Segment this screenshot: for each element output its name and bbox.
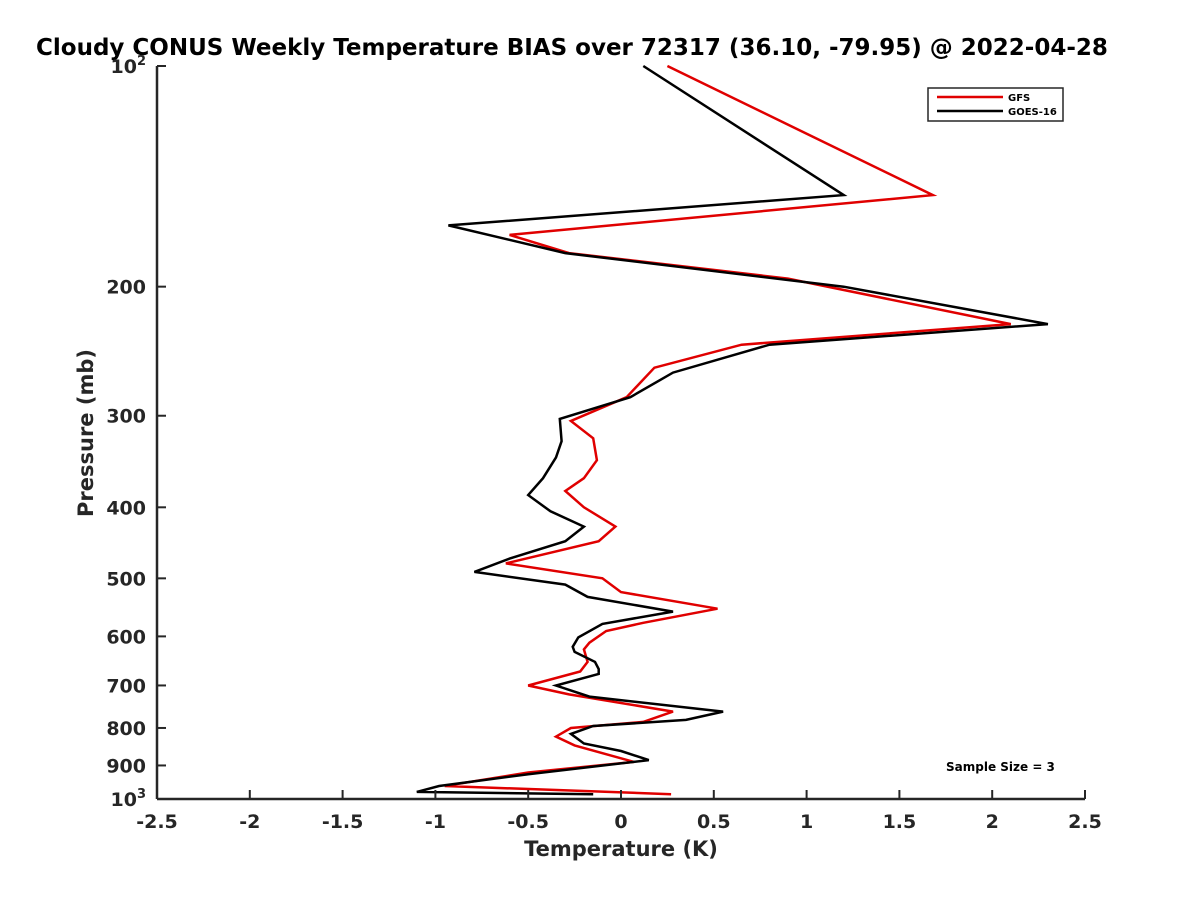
y-tick-label: 102 <box>111 54 147 78</box>
x-axis-label: Temperature (K) <box>524 837 718 861</box>
axes-group <box>155 66 1085 801</box>
series-line-gfs <box>444 64 1012 796</box>
y-tick-label: 103 <box>111 787 147 811</box>
y-axis-label: Pressure (mb) <box>74 349 98 517</box>
y-tick-label: 400 <box>106 497 146 519</box>
x-tick-label: 2.5 <box>1068 811 1102 833</box>
legend-label-gfs: GFS <box>1008 93 1030 104</box>
chart-title: Cloudy CONUS Weekly Temperature BIAS ove… <box>36 35 1108 61</box>
x-tick-label: -1 <box>425 811 446 833</box>
sample-size-annotation: Sample Size = 3 <box>946 760 1055 774</box>
y-tick-label: 900 <box>106 755 146 777</box>
y-tick-label: 300 <box>106 406 146 428</box>
legend: GFS GOES-16 <box>927 87 1064 122</box>
x-tick-label: -2 <box>239 811 260 833</box>
series-line-goes16 <box>416 64 1049 796</box>
x-tick-label: 0.5 <box>697 811 731 833</box>
ticks-group: -2.5 -2 -1.5 -1 -0.5 0 0.5 1 1.5 2 2.5 102 200 300 400… <box>106 54 1102 833</box>
x-tick-label: 0 <box>614 811 627 833</box>
x-tick-label: 2 <box>986 811 999 833</box>
y-tick-label: 200 <box>106 277 146 299</box>
x-tick-label: -0.5 <box>507 811 549 833</box>
y-tick-label: 700 <box>106 675 146 697</box>
x-tick-label: -2.5 <box>136 811 178 833</box>
series-group <box>416 64 1049 796</box>
y-tick-label: 600 <box>106 626 146 648</box>
x-tick-label: -1.5 <box>322 811 364 833</box>
legend-label-goes16: GOES-16 <box>1008 107 1057 118</box>
y-tick-label: 800 <box>106 718 146 740</box>
legend-box <box>927 87 1064 122</box>
y-tick-label: 500 <box>106 568 146 590</box>
x-tick-label: 1.5 <box>883 811 917 833</box>
x-tick-label: 1 <box>800 811 813 833</box>
